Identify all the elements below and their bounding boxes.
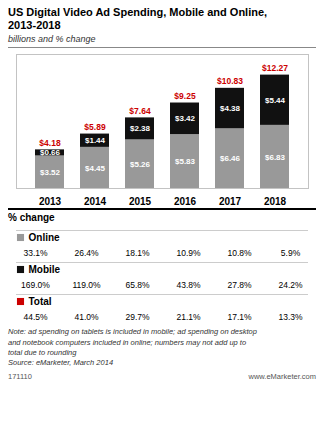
svg-text:$4.18: $4.18 — [39, 138, 61, 148]
svg-text:21.1%21.1: 21.1%21.1 — [176, 313, 201, 323]
html-text:% change: % change — [8, 212, 55, 224]
svg-text:$6.83: $6.83 — [265, 153, 286, 162]
svg-text:$7.64: $7.64 — [129, 106, 151, 116]
svg-text:$3.52: $3.52 — [40, 168, 61, 177]
svg-text:5.9%5.9: 5.9%5.9 — [281, 249, 301, 259]
svg-text:169.0%169: 169.0%169 — [21, 281, 50, 291]
svg-text:$2.38: $2.38 — [130, 125, 151, 134]
svg-text:10.9%10.9: 10.9%10.9 — [176, 249, 201, 259]
svg-text:$5.89: $5.89 — [84, 122, 106, 132]
svg-text:24.2%24.2: 24.2%24.2 — [278, 281, 303, 291]
svg-text:18.1%18.1: 18.1%18.1 — [125, 249, 150, 259]
html-text:www.eMarketer.com: www.eMarketer.com — [248, 371, 316, 381]
svg-text:$3.42: $3.42 — [175, 115, 196, 124]
svg-text:17.1%17.1: 17.1%17.1 — [227, 313, 252, 323]
html-text:US Digital Video Ad Spending,: US Digital Video Ad Spending, Mobile and… — [8, 6, 268, 32]
svg-text:13.3%13.3: 13.3%13.3 — [278, 313, 303, 323]
svg-text:Mobile: Mobile — [29, 264, 61, 275]
svg-text:$5.44: $5.44 — [265, 96, 286, 105]
svg-text:$0.66: $0.66 — [40, 149, 61, 158]
svg-text:10.8%10.8: 10.8%10.8 — [227, 249, 252, 259]
svg-text:2016: 2016 — [174, 196, 197, 206]
svg-text:27.8%27.8: 27.8%27.8 — [227, 281, 252, 291]
html-text:and notebook computers include: and notebook computers included in onlin… — [8, 337, 247, 347]
html-text:Source: eMarketer, March 2014: Source: eMarketer, March 2014 — [8, 357, 114, 367]
svg-text:41.0%41: 41.0%41 — [74, 313, 99, 323]
svg-text:$1.44: $1.44 — [85, 137, 106, 146]
svg-text:$5.26: $5.26 — [130, 160, 151, 169]
svg-text:2018: 2018 — [264, 196, 287, 206]
html-text:total due to rounding: total due to rounding — [8, 347, 77, 357]
html-text:billions and % change: billions and % change — [8, 34, 96, 45]
svg-text:$10.83: $10.83 — [217, 77, 243, 87]
html-text:171110: 171110 — [8, 371, 32, 381]
svg-text:$4.38: $4.38 — [220, 104, 241, 113]
svg-text:2017: 2017 — [219, 196, 242, 206]
svg-text:29.7%29.7: 29.7%29.7 — [125, 313, 150, 323]
svg-text:65.8%65.8: 65.8%65.8 — [125, 281, 150, 291]
svg-text:$5.83: $5.83 — [175, 157, 196, 166]
svg-text:2014: 2014 — [84, 196, 107, 206]
svg-text:33.1%33.1: 33.1%33.1 — [23, 249, 48, 259]
svg-text:$12.27: $12.27 — [262, 63, 288, 73]
svg-text:Total: Total — [29, 296, 52, 307]
svg-text:2013: 2013 — [39, 196, 62, 206]
svg-text:43.8%43.8: 43.8%43.8 — [176, 281, 201, 291]
svg-text:Online: Online — [29, 232, 61, 243]
svg-text:$6.46: $6.46 — [220, 155, 241, 164]
svg-text:119.0%119: 119.0%119 — [72, 281, 101, 291]
html-text:Note: ad spending on tablets i: Note: ad spending on tablets is included… — [8, 327, 257, 337]
svg-text:26.4%26.4: 26.4%26.4 — [74, 249, 99, 259]
svg-text:44.5%44.5: 44.5%44.5 — [23, 313, 48, 323]
svg-text:2015: 2015 — [129, 196, 152, 206]
svg-text:$9.25: $9.25 — [174, 91, 196, 101]
svg-text:$4.45: $4.45 — [85, 164, 106, 173]
